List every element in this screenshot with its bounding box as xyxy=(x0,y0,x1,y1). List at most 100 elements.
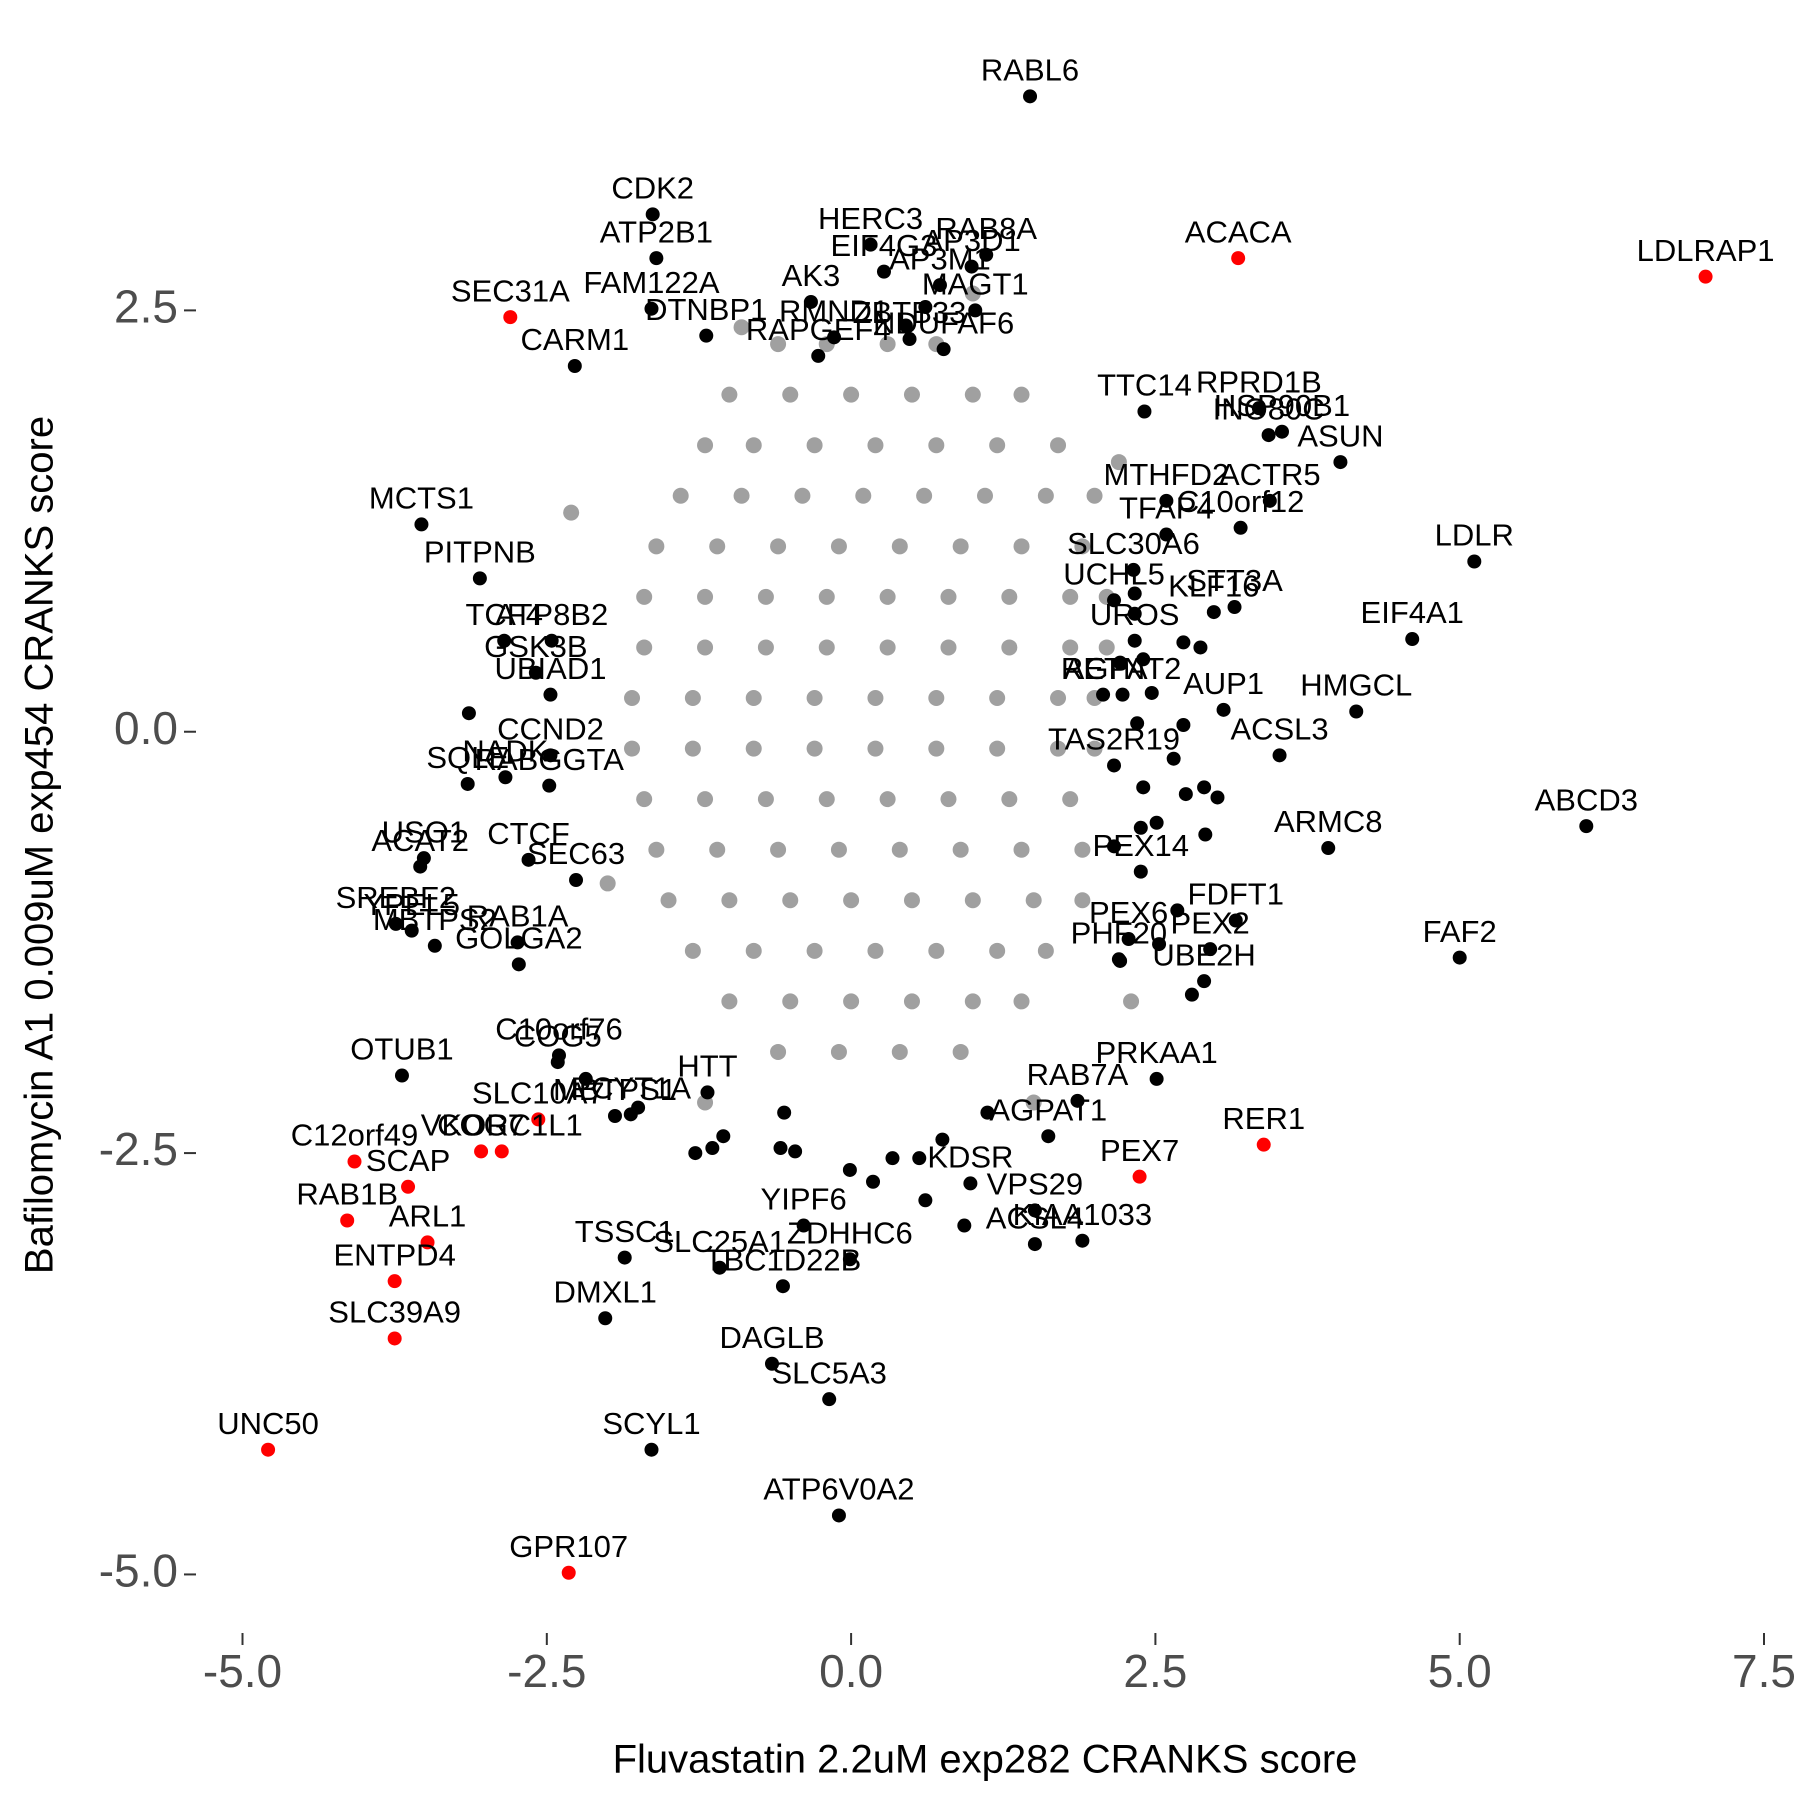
point xyxy=(712,1260,727,1275)
point xyxy=(598,1311,613,1326)
point-label: TBC1D22B xyxy=(705,1242,862,1277)
point-label: FAM122A xyxy=(583,265,719,300)
point xyxy=(636,639,653,656)
point xyxy=(818,791,835,808)
point xyxy=(733,319,750,336)
point xyxy=(1133,864,1148,879)
point xyxy=(1001,791,1018,808)
point-label: OTUB1 xyxy=(350,1032,453,1067)
point-label: PITPNB xyxy=(424,535,536,570)
point xyxy=(879,588,896,605)
point-label: HMGCL xyxy=(1300,668,1412,703)
point xyxy=(770,1043,787,1060)
point-label: COG5 xyxy=(514,1018,602,1053)
point xyxy=(1227,600,1242,615)
point xyxy=(1216,702,1231,717)
point xyxy=(879,639,896,656)
point xyxy=(1170,903,1185,918)
point xyxy=(1074,841,1091,858)
point xyxy=(745,942,762,959)
point xyxy=(1274,424,1289,439)
point-label: MCTS1 xyxy=(369,481,474,516)
point xyxy=(1152,937,1167,952)
point xyxy=(648,841,665,858)
point xyxy=(660,892,677,909)
point-label: RAB7A xyxy=(1027,1057,1129,1092)
point xyxy=(952,1043,969,1060)
point xyxy=(952,538,969,555)
point xyxy=(867,690,884,707)
point-label: KDSR xyxy=(927,1140,1013,1175)
point xyxy=(1261,428,1276,443)
point xyxy=(1098,639,1115,656)
point xyxy=(1001,639,1018,656)
point xyxy=(721,892,738,909)
point-label: PEX14 xyxy=(1093,828,1190,863)
point xyxy=(1037,942,1054,959)
point xyxy=(340,1213,355,1228)
point-label: ZDHHC6 xyxy=(787,1215,913,1250)
point xyxy=(1166,751,1181,766)
point xyxy=(624,740,641,757)
y-tick-label: -5.0 xyxy=(99,1545,178,1597)
point xyxy=(818,639,835,656)
point xyxy=(623,1107,638,1122)
point xyxy=(806,437,823,454)
point xyxy=(806,942,823,959)
point xyxy=(531,1112,546,1127)
point-label: ARMC8 xyxy=(1274,804,1383,839)
point-label: PHF20 xyxy=(1071,915,1167,950)
point xyxy=(472,571,487,586)
point xyxy=(733,487,750,504)
point xyxy=(617,1250,632,1265)
point-label: UCHL5 xyxy=(1063,556,1165,591)
point xyxy=(1074,892,1091,909)
point xyxy=(980,1105,995,1120)
point-label: CTCF xyxy=(487,816,570,851)
point-label: TCF4 xyxy=(465,597,543,632)
point xyxy=(414,517,429,532)
point-label: YPEL5 xyxy=(363,887,460,922)
point xyxy=(977,487,993,504)
point xyxy=(1132,1169,1147,1184)
point xyxy=(684,690,701,707)
point-label: HERC3 xyxy=(818,201,923,236)
point xyxy=(387,1274,402,1289)
point xyxy=(936,342,951,357)
point xyxy=(903,993,920,1010)
point xyxy=(806,740,823,757)
point xyxy=(636,588,653,605)
point-label: AGPAT1 xyxy=(989,1092,1107,1127)
point xyxy=(867,942,884,959)
point xyxy=(716,1129,731,1144)
point xyxy=(1025,892,1042,909)
point xyxy=(1025,1094,1042,1111)
point xyxy=(607,1109,622,1124)
point xyxy=(903,892,920,909)
point-label: AK3 xyxy=(782,258,841,293)
point xyxy=(503,310,518,325)
point-label: SEC31A xyxy=(451,273,570,308)
point xyxy=(699,328,714,343)
point xyxy=(672,487,689,504)
point-label: ENTPD4 xyxy=(334,1237,456,1272)
point xyxy=(1178,787,1193,802)
point xyxy=(543,687,558,702)
y-axis-title: Bafilomycin A1 0.009uM exp454 CRANKS sco… xyxy=(18,416,62,1274)
x-tick-label: -2.5 xyxy=(507,1645,586,1697)
point xyxy=(916,487,933,504)
point xyxy=(460,776,475,791)
point xyxy=(1136,780,1151,795)
point xyxy=(1467,554,1482,569)
point-label: PEX6 xyxy=(1089,895,1168,930)
x-tick-label: 7.5 xyxy=(1732,1645,1796,1697)
point xyxy=(891,841,908,858)
point-label: ACSL4 xyxy=(986,1200,1084,1235)
point-label: ACAT2 xyxy=(371,823,469,858)
point xyxy=(1086,487,1103,504)
point-label: C10orf76 xyxy=(495,1012,623,1047)
point xyxy=(1203,942,1218,957)
point xyxy=(544,633,559,648)
point xyxy=(1041,1129,1056,1144)
point xyxy=(1107,593,1122,608)
